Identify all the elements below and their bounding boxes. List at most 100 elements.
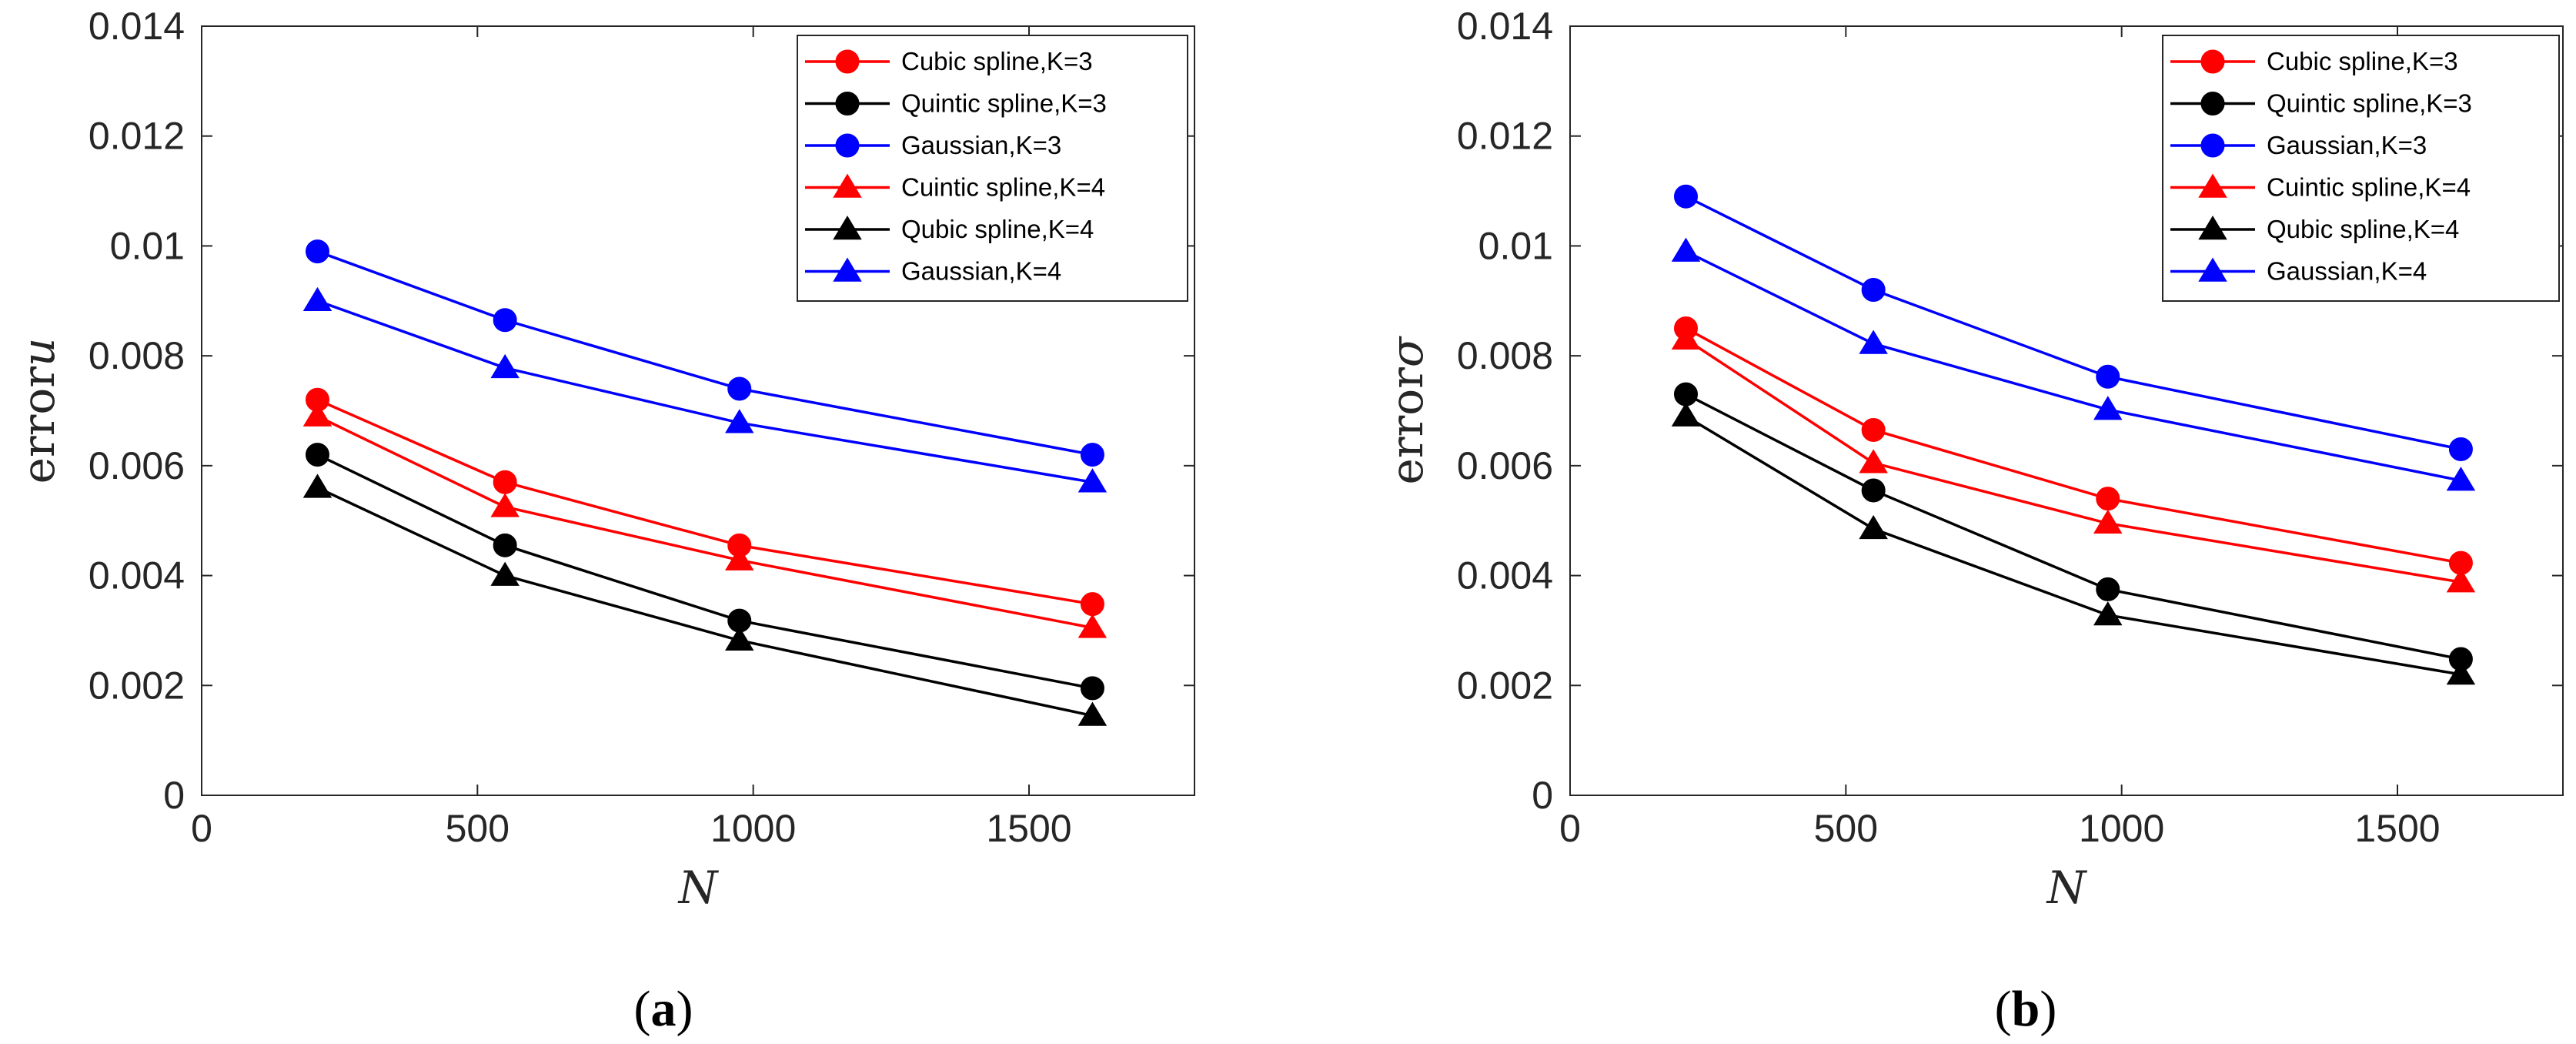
panel-label: (b) — [1995, 981, 2057, 1037]
y-tick-label: 0.004 — [1457, 554, 1553, 597]
legend-entry: Gaussian,K=4 — [2267, 257, 2427, 286]
data-point — [1078, 701, 1108, 726]
data-point — [1671, 325, 1701, 350]
data-point — [1674, 382, 1698, 407]
x-tick-label: 0 — [1559, 807, 1581, 850]
series-line — [316, 398, 1093, 606]
data-point — [725, 626, 754, 651]
panel-label: (a) — [634, 981, 693, 1037]
legend-swatch-marker — [835, 133, 860, 158]
data-point — [1080, 443, 1104, 467]
data-point — [1861, 478, 1886, 503]
y-tick-label: 0.014 — [89, 5, 185, 48]
y-axis-label-variable: σ — [1381, 336, 1433, 367]
y-axis-label-prefix: error — [1381, 367, 1433, 485]
legend-swatch-marker — [2198, 173, 2227, 198]
panel-label-paren: ( — [1995, 981, 2012, 1037]
data-point — [2096, 364, 2120, 389]
data-point — [1859, 514, 1888, 540]
legend-entry: Quintic spline,K=3 — [2267, 89, 2472, 118]
data-point — [2446, 568, 2476, 593]
x-axis-label: N — [2046, 862, 2088, 914]
data-point — [2448, 437, 2473, 461]
legend-entry: Qubic spline,K=4 — [901, 215, 1094, 243]
series-line — [316, 453, 1093, 690]
data-point — [302, 286, 332, 312]
legend-entry: Cubic spline,K=3 — [2267, 47, 2458, 75]
data-point — [1080, 676, 1104, 701]
legend-swatch-marker — [2200, 92, 2225, 115]
y-axis-label-prefix: error — [12, 366, 65, 484]
y-axis-label: errorσ — [1381, 336, 1433, 484]
data-point — [493, 308, 517, 333]
x-tick-label: 500 — [1814, 807, 1878, 850]
legend-swatch-marker — [2198, 216, 2227, 240]
data-point — [1861, 278, 1886, 303]
legend-entry: Cuintic spline,K=4 — [2267, 173, 2471, 202]
series-line — [1685, 393, 2461, 661]
data-point — [2096, 487, 2120, 511]
data-point — [302, 473, 332, 498]
legend-swatch-marker — [835, 92, 860, 115]
x-axis-label: N — [677, 862, 720, 914]
y-tick-label: 0.012 — [89, 115, 185, 158]
y-axis-label-variable: u — [12, 338, 65, 366]
data-point — [493, 533, 517, 557]
data-point — [493, 470, 517, 494]
data-point — [1671, 237, 1701, 262]
legend-entry: Qubic spline,K=4 — [2267, 215, 2459, 243]
series-line — [1685, 249, 2461, 482]
legend-box — [797, 35, 1188, 302]
data-point — [1078, 614, 1108, 638]
panel-label-letter: a — [651, 981, 677, 1037]
legend-entry: Cuintic spline,K=4 — [901, 173, 1105, 202]
data-point — [490, 493, 520, 517]
y-tick-label: 0.01 — [110, 224, 185, 267]
data-point — [725, 409, 754, 433]
data-point — [1861, 417, 1886, 442]
x-tick-label: 1000 — [2079, 807, 2164, 850]
series-line — [316, 415, 1093, 630]
y-tick-label: 0.012 — [1457, 115, 1553, 158]
y-tick-label: 0.008 — [1457, 334, 1553, 377]
series-line — [316, 299, 1093, 484]
y-tick-label: 0.002 — [1457, 664, 1553, 707]
y-tick-label: 0.008 — [89, 334, 185, 377]
legend-entry: Gaussian,K=3 — [901, 131, 1061, 159]
data-point — [490, 561, 520, 586]
y-tick-label: 0.014 — [1457, 5, 1553, 48]
y-tick-label: 0 — [1532, 774, 1553, 817]
series-line — [1685, 338, 2461, 584]
legend-swatch-marker — [833, 257, 862, 282]
chart-panel-a: 0 500 1000 1500 0 0.002 0.004 0.006 0.008 0.01 0.0… — [12, 5, 1195, 1037]
data-point — [725, 546, 754, 571]
data-point — [490, 353, 520, 379]
data-point — [2446, 467, 2476, 491]
y-tick-label: 0.01 — [1478, 224, 1553, 267]
data-point — [2093, 509, 2123, 534]
data-point — [1674, 184, 1698, 209]
panel-label-paren: ( — [634, 981, 651, 1037]
legend-swatch-marker — [833, 173, 862, 198]
panel-label-paren: ) — [2040, 981, 2056, 1037]
x-tick-label: 1000 — [710, 807, 796, 850]
series-line — [316, 249, 1093, 457]
x-tick-label: 1500 — [2354, 807, 2440, 850]
series-line — [1685, 415, 2461, 676]
legend-box — [2162, 35, 2560, 302]
y-tick-label: 0 — [163, 774, 185, 817]
data-point — [306, 443, 329, 467]
data-point — [2093, 601, 2123, 626]
data-point — [1671, 402, 1701, 427]
data-point — [1080, 592, 1104, 617]
legend-entry: Cubic spline,K=3 — [901, 47, 1093, 75]
y-tick-label: 0.004 — [89, 554, 185, 597]
chart-panel-b: 0 500 1000 1500 0 0.002 0.004 0.006 0.008 0.01 0.0… — [1381, 5, 2564, 1037]
y-tick-label: 0.006 — [1457, 444, 1553, 487]
series-line — [316, 486, 1093, 718]
x-tick-label: 0 — [191, 807, 212, 850]
legend-swatch-marker — [833, 216, 862, 240]
legend-entry: Gaussian,K=3 — [2267, 131, 2427, 159]
legend-swatch-marker — [2198, 257, 2227, 282]
